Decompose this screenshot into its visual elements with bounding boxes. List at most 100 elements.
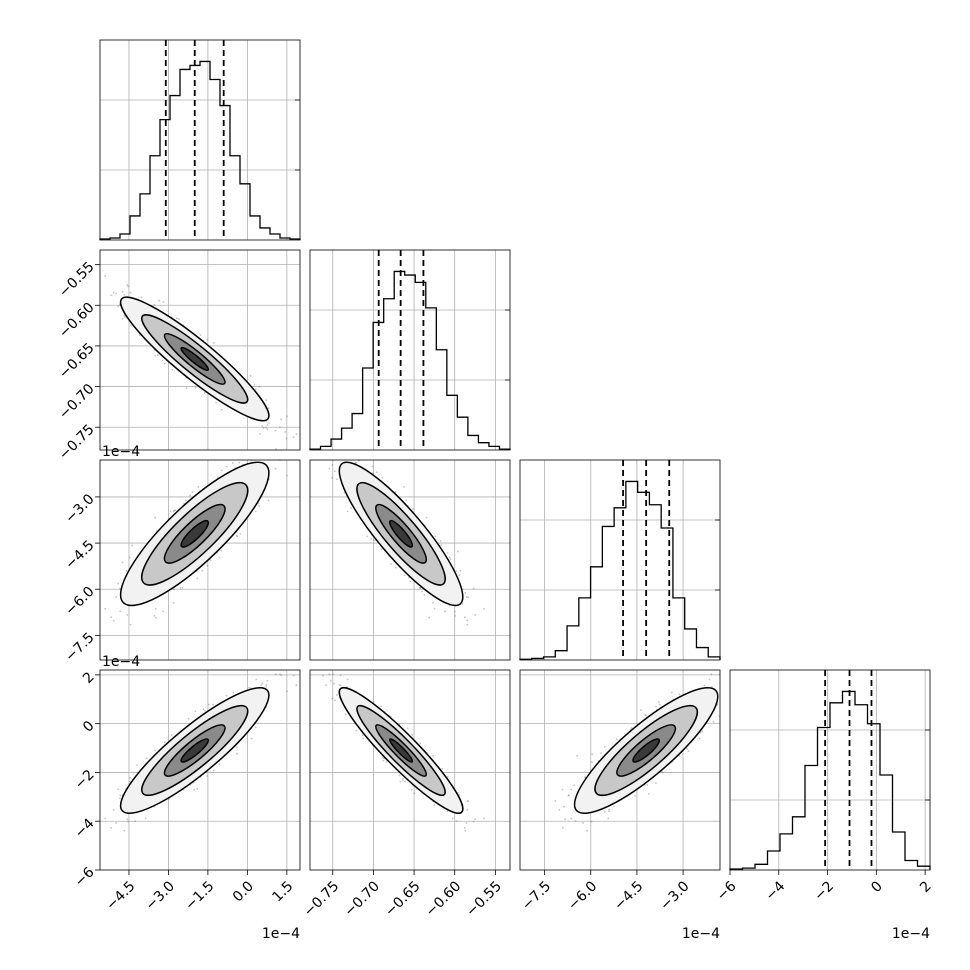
sample-point [128, 556, 131, 559]
sample-point [201, 569, 204, 572]
sample-point [162, 301, 165, 303]
sample-point [402, 486, 405, 488]
sample-point [371, 465, 374, 468]
sample-point [280, 451, 282, 453]
sample-point [117, 305, 119, 308]
sample-point [220, 549, 223, 552]
sample-point [110, 616, 113, 619]
panel-2-0: −7.5−6.0−4.5−3.01e−4 [62, 437, 300, 665]
sample-point [235, 534, 238, 537]
sample-point [238, 461, 241, 464]
sample-point [173, 588, 176, 591]
sample-point [350, 507, 353, 509]
sample-point [239, 532, 242, 535]
sample-point [119, 610, 122, 613]
panel-frame [99, 39, 301, 241]
sample-point [158, 299, 161, 302]
sample-point [154, 516, 157, 519]
sample-point [115, 292, 118, 295]
sample-point [295, 433, 298, 436]
sample-point [380, 548, 383, 551]
sample-point [262, 426, 265, 429]
sample-point [483, 607, 485, 610]
sample-point [465, 596, 468, 598]
sample-point [157, 354, 159, 356]
sample-point [253, 384, 256, 386]
sample-point [231, 462, 234, 464]
sample-point [176, 317, 178, 320]
sample-point [184, 499, 187, 502]
sample-point [466, 623, 469, 626]
sample-point [266, 428, 269, 431]
sample-point [366, 535, 368, 538]
sample-point [453, 610, 456, 613]
sample-point [154, 607, 157, 610]
sample-point [265, 399, 268, 401]
sample-point [328, 467, 331, 470]
sample-point [275, 437, 277, 439]
sample-point [112, 619, 115, 622]
histogram-step [309, 270, 511, 450]
sample-point [463, 616, 466, 619]
sample-point [215, 401, 218, 404]
sample-point [284, 431, 287, 433]
sample-point [121, 317, 124, 320]
y-tick-label: −0.70 [56, 381, 98, 423]
sample-point [209, 559, 212, 561]
sample-point [432, 601, 434, 604]
sample-point [220, 469, 223, 472]
sample-point [449, 558, 452, 561]
y-tick-label: −0.55 [56, 259, 98, 301]
sample-point [346, 510, 349, 513]
y-offset-label: 1e−4 [102, 444, 140, 460]
sample-point [129, 291, 132, 294]
y-tick-label: −0.65 [56, 340, 98, 382]
sample-point [423, 593, 426, 596]
sample-point [341, 455, 343, 457]
sample-point [421, 590, 424, 593]
sample-point [258, 385, 261, 388]
sample-point [127, 285, 130, 288]
sample-point [433, 607, 436, 610]
sample-point [121, 561, 124, 564]
panel-frame [309, 249, 511, 451]
panel-0-0 [99, 40, 301, 240]
sample-point [419, 586, 421, 589]
sample-point [266, 453, 268, 455]
sample-point [153, 614, 156, 617]
sample-point [197, 486, 200, 488]
sample-point [191, 491, 194, 493]
panel-1-0: −0.75−0.70−0.65−0.60−0.55 [56, 250, 300, 463]
sample-point [353, 457, 355, 459]
sample-point [296, 442, 298, 444]
sample-point [125, 569, 128, 572]
sample-point [286, 474, 288, 477]
sample-point [454, 614, 457, 617]
sample-point [459, 569, 462, 572]
sample-point [206, 338, 209, 341]
sample-point [448, 556, 451, 559]
sample-point [334, 470, 336, 473]
sample-point [267, 442, 269, 444]
sample-point [173, 509, 176, 512]
sample-point [104, 607, 107, 610]
sample-point [325, 442, 327, 444]
sample-point [250, 455, 252, 457]
y-tick-label: −4.5 [62, 537, 97, 572]
panel-1-1 [309, 250, 511, 450]
sample-point [355, 461, 358, 464]
sample-point [455, 570, 458, 573]
sample-point [104, 275, 107, 277]
sample-point [171, 368, 174, 371]
sample-point [280, 418, 283, 421]
sample-point [236, 535, 238, 538]
sample-point [322, 451, 324, 453]
sample-point [172, 601, 175, 604]
sample-point [474, 613, 477, 616]
sample-point [121, 290, 124, 293]
sample-point [178, 318, 180, 320]
sample-point [425, 516, 428, 519]
y-tick-label: −0.60 [56, 300, 98, 342]
sample-point [185, 387, 188, 390]
